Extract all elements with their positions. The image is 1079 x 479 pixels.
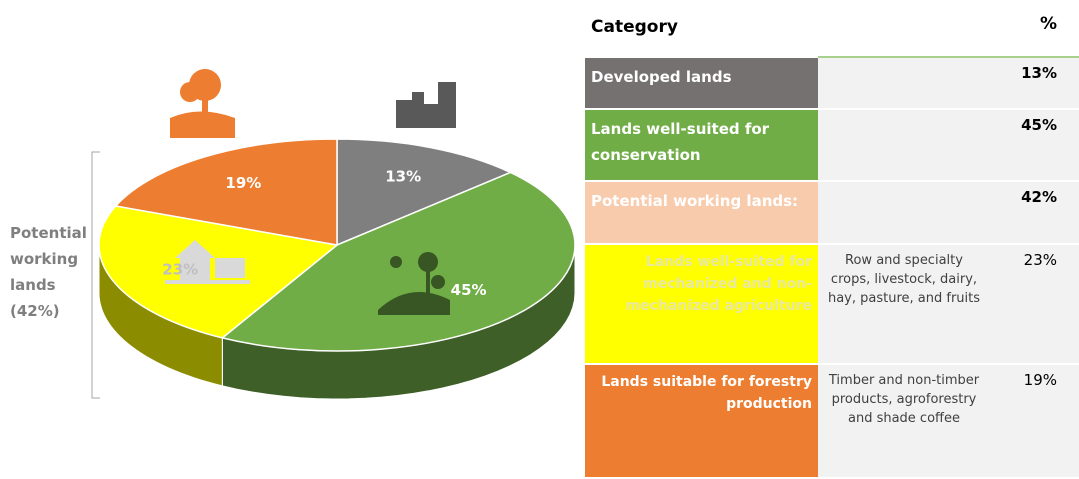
table-row: Lands suitable for forestry production Ti… xyxy=(585,365,1079,477)
description-cell xyxy=(818,110,990,180)
annotation: (42%) xyxy=(10,302,60,320)
category-cell: Lands well-suited for conservation xyxy=(585,110,818,180)
percent-cell: 19% xyxy=(990,365,1079,477)
category-cell: Potential working lands: xyxy=(585,182,818,243)
table: Category% Developed lands 13% Lands well-su… xyxy=(585,0,1079,479)
icons xyxy=(165,69,456,315)
table-row: Developed lands 13% xyxy=(585,58,1079,108)
category-cell: Developed lands xyxy=(585,58,818,108)
data-label: 23% xyxy=(162,261,198,279)
table-row: Lands well-suited for mechanized and non… xyxy=(585,245,1079,363)
percent-cell: 45% xyxy=(990,110,1079,180)
landscape-icon xyxy=(378,252,450,315)
pie-slice xyxy=(114,138,338,246)
tree-icon xyxy=(170,69,235,138)
data-label: 45% xyxy=(451,281,487,299)
description-cell: Timber and non-timber products, agrofore… xyxy=(818,365,990,477)
data-label: 19% xyxy=(225,174,261,192)
bracket xyxy=(91,151,100,399)
annotation: Potential xyxy=(10,224,87,242)
annotation: working xyxy=(10,250,78,268)
data-label: 13% xyxy=(385,167,421,185)
annotation: lands xyxy=(10,276,56,294)
description-cell: Row and specialty crops, livestock, dair… xyxy=(818,245,990,363)
percent-cell: 23% xyxy=(990,245,1079,363)
percent-cell: 42% xyxy=(990,182,1079,243)
buildings-icon xyxy=(396,82,456,128)
percent-cell: 13% xyxy=(990,58,1079,108)
table-row: Lands well-suited for conservation 45% xyxy=(585,110,1079,180)
category-cell: Lands suitable for forestry production xyxy=(585,365,818,477)
table-row: Potential working lands: 42% xyxy=(585,182,1079,243)
farm-icon xyxy=(165,240,250,284)
header-rule xyxy=(818,56,1079,58)
header-cell: Category xyxy=(585,0,990,58)
chart: 13% 45% 23% 19% Potential working lands (42%) xyxy=(10,69,576,400)
description-cell xyxy=(818,58,990,108)
pie-slice xyxy=(336,138,513,247)
table-header: Category% xyxy=(585,0,1079,58)
description-cell xyxy=(818,182,990,243)
header-cell: % xyxy=(990,0,1079,58)
category-cell: Lands well-suited for mechanized and non… xyxy=(585,245,818,363)
